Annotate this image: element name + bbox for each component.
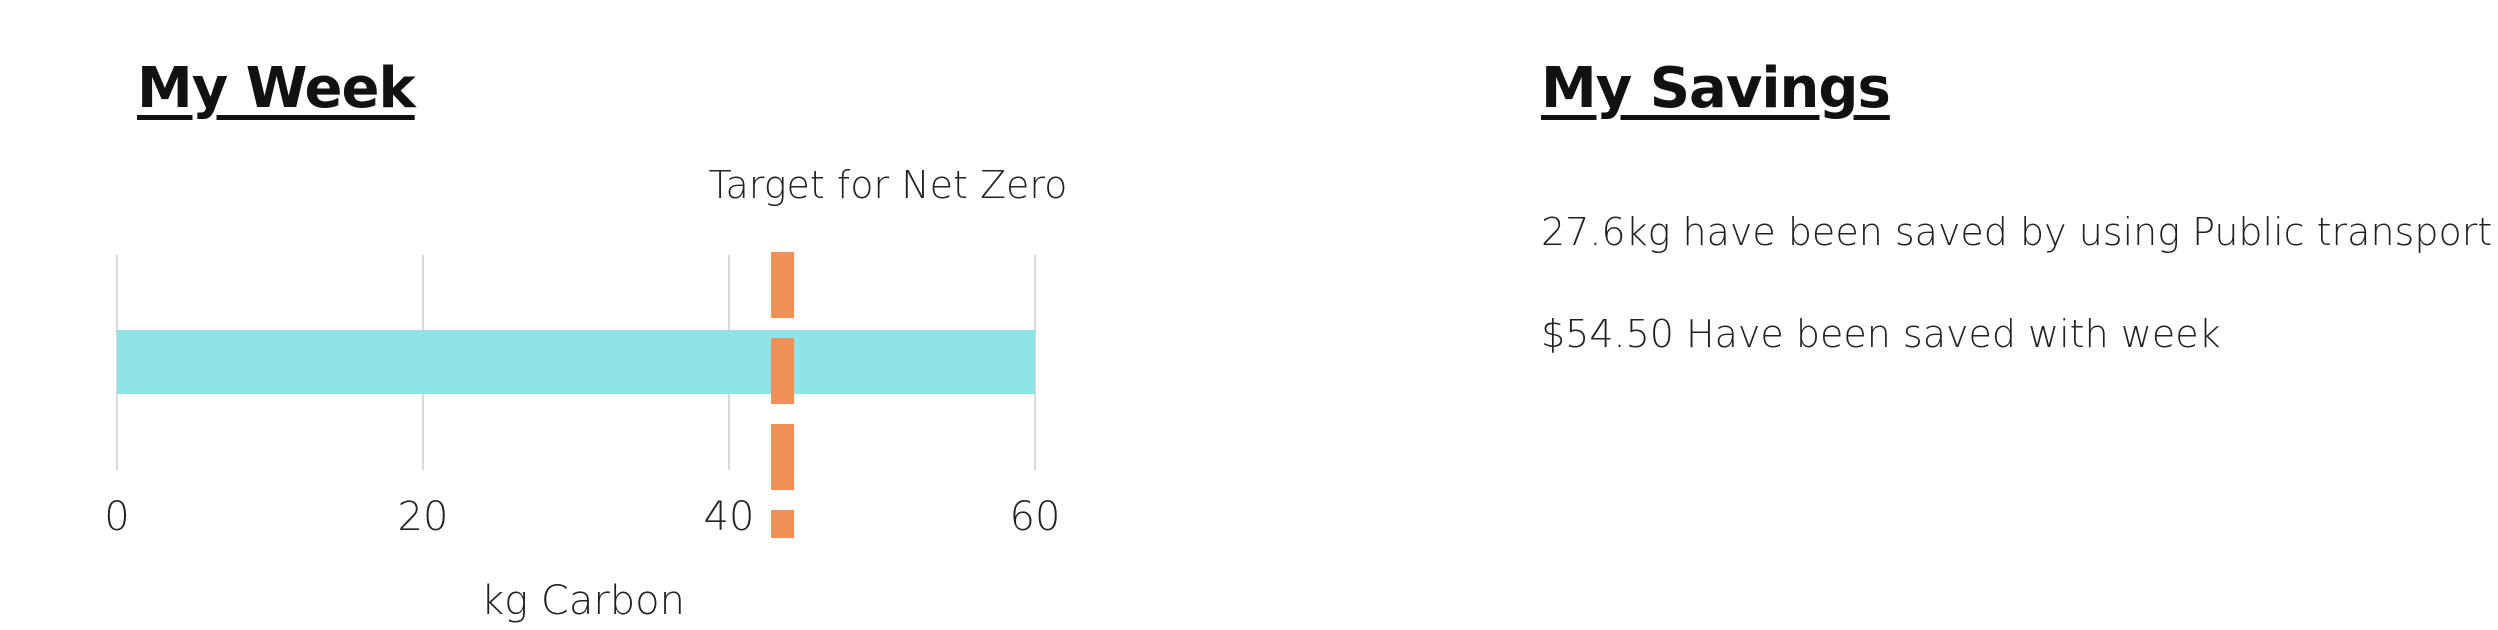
bar-series — [117, 330, 1035, 394]
transport-savings-text: 27.6kg have been saved by using Public t… — [1541, 210, 2492, 254]
x-tick-label: 0 — [104, 494, 129, 540]
x-axis-label: kg Carbon — [481, 578, 685, 624]
x-axis-ticks: 0 20 40 60 — [104, 494, 1060, 540]
my-savings-title: My Savings — [1541, 56, 1890, 121]
bar-my-week — [117, 330, 1035, 394]
money-savings-text: $54.50 Have been saved with week — [1541, 312, 2221, 356]
carbon-chart: 0 20 40 60 Target for Net Zero kg Carbon — [0, 0, 1100, 630]
x-tick-label: 20 — [398, 494, 449, 540]
x-tick-label: 60 — [1010, 494, 1061, 540]
x-tick-label: 40 — [704, 494, 755, 540]
target-label: Target for Net Zero — [709, 163, 1068, 207]
